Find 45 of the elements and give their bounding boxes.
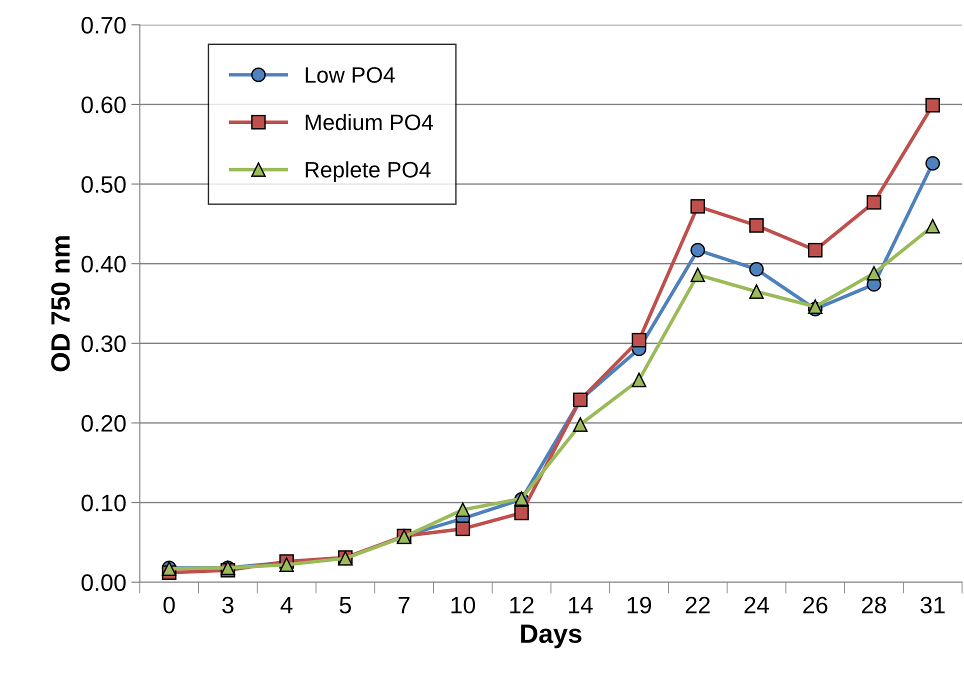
x-tick-label: 14 xyxy=(568,596,593,614)
point xyxy=(749,284,764,299)
x-tick-label: 4 xyxy=(280,596,292,614)
y-tick-label: 0.30 xyxy=(82,335,126,352)
point xyxy=(925,156,940,171)
point xyxy=(632,332,646,348)
y-tick-label: 0.20 xyxy=(82,415,126,432)
point xyxy=(925,218,940,234)
y-axis-title: OD 750 nm xyxy=(51,236,70,372)
legend-label: Low PO4 xyxy=(306,67,395,83)
x-tick-label: 0 xyxy=(164,596,175,614)
point xyxy=(749,218,764,233)
x-tick-label: 5 xyxy=(340,596,351,614)
x-tick-label: 22 xyxy=(686,596,710,614)
x-tick-label: 28 xyxy=(862,596,886,614)
point xyxy=(808,242,823,258)
point xyxy=(456,522,470,536)
y-tick-label: 0.10 xyxy=(82,494,126,512)
x-tick-label: 31 xyxy=(920,596,945,614)
x-tick-label: 26 xyxy=(803,596,828,614)
y-tick-label: 0.60 xyxy=(82,96,126,114)
y-tick-label: 0.70 xyxy=(82,16,126,34)
x-tick-label: 12 xyxy=(510,596,534,614)
x-tick-label: 19 xyxy=(628,596,652,614)
x-tick-label: 24 xyxy=(744,596,769,614)
point xyxy=(749,262,764,277)
y-tick-label: 0.00 xyxy=(82,574,126,591)
y-tick-label: 0.50 xyxy=(82,176,126,193)
point xyxy=(690,242,706,258)
legend-label: Medium PO4 xyxy=(306,114,434,130)
point xyxy=(456,502,470,518)
point xyxy=(925,98,940,113)
point xyxy=(690,199,706,214)
point xyxy=(632,372,646,388)
y-tick-label: 0.40 xyxy=(82,256,126,272)
x-axis-title: Days xyxy=(521,624,582,648)
point xyxy=(573,417,588,432)
point xyxy=(690,268,706,282)
x-tick-label: 10 xyxy=(451,596,476,614)
point xyxy=(866,266,882,281)
point xyxy=(866,195,882,210)
point xyxy=(514,506,529,520)
x-tick-label: 3 xyxy=(222,596,234,614)
x-tick-label: 7 xyxy=(398,596,410,614)
legend-label: Replete PO4 xyxy=(306,161,431,182)
